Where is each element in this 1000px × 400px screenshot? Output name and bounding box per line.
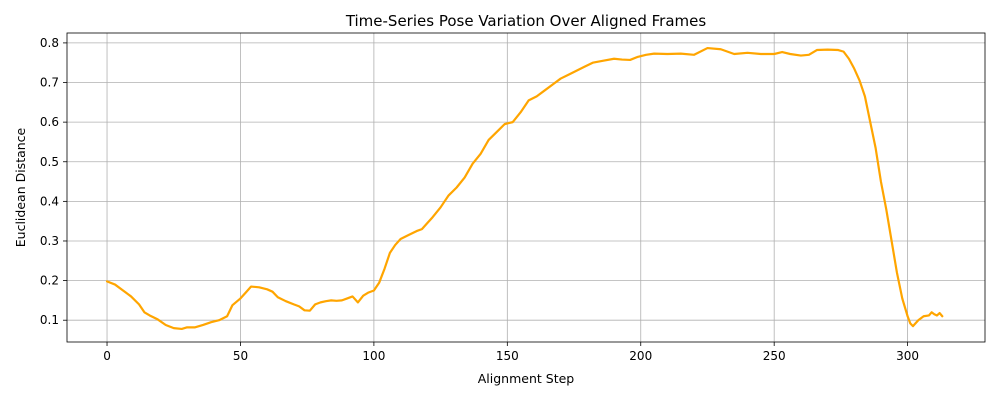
y-axis: 0.1 0.2 0.3 0.4 0.5 0.6 0.7 0.8 xyxy=(40,36,67,327)
y-tick-label: 0.6 xyxy=(40,115,59,129)
y-tick-label: 0.2 xyxy=(40,274,59,288)
x-tick-label: 300 xyxy=(896,349,919,363)
series-line xyxy=(105,46,944,331)
y-tick-label: 0.5 xyxy=(40,155,59,169)
chart-title: Time-Series Pose Variation Over Aligned … xyxy=(345,12,707,30)
y-tick-label: 0.1 xyxy=(40,313,59,327)
y-tick-label: 0.3 xyxy=(40,234,59,248)
y-tick-label: 0.4 xyxy=(40,194,59,208)
y-axis-label: Euclidean Distance xyxy=(13,127,28,247)
x-tick-label: 150 xyxy=(496,349,519,363)
x-axis-label: Alignment Step xyxy=(478,371,575,386)
x-tick-label: 250 xyxy=(763,349,786,363)
x-tick-label: 200 xyxy=(629,349,652,363)
y-tick-label: 0.7 xyxy=(40,76,59,90)
grid-layer xyxy=(67,33,985,342)
y-tick-label: 0.8 xyxy=(40,36,59,50)
x-tick-label: 100 xyxy=(362,349,385,363)
line-layer xyxy=(105,46,944,331)
x-axis: 0 50 100 150 200 250 300 xyxy=(103,342,919,363)
x-tick-label: 50 xyxy=(233,349,248,363)
x-tick-label: 0 xyxy=(103,349,111,363)
plot-frame xyxy=(66,32,986,343)
